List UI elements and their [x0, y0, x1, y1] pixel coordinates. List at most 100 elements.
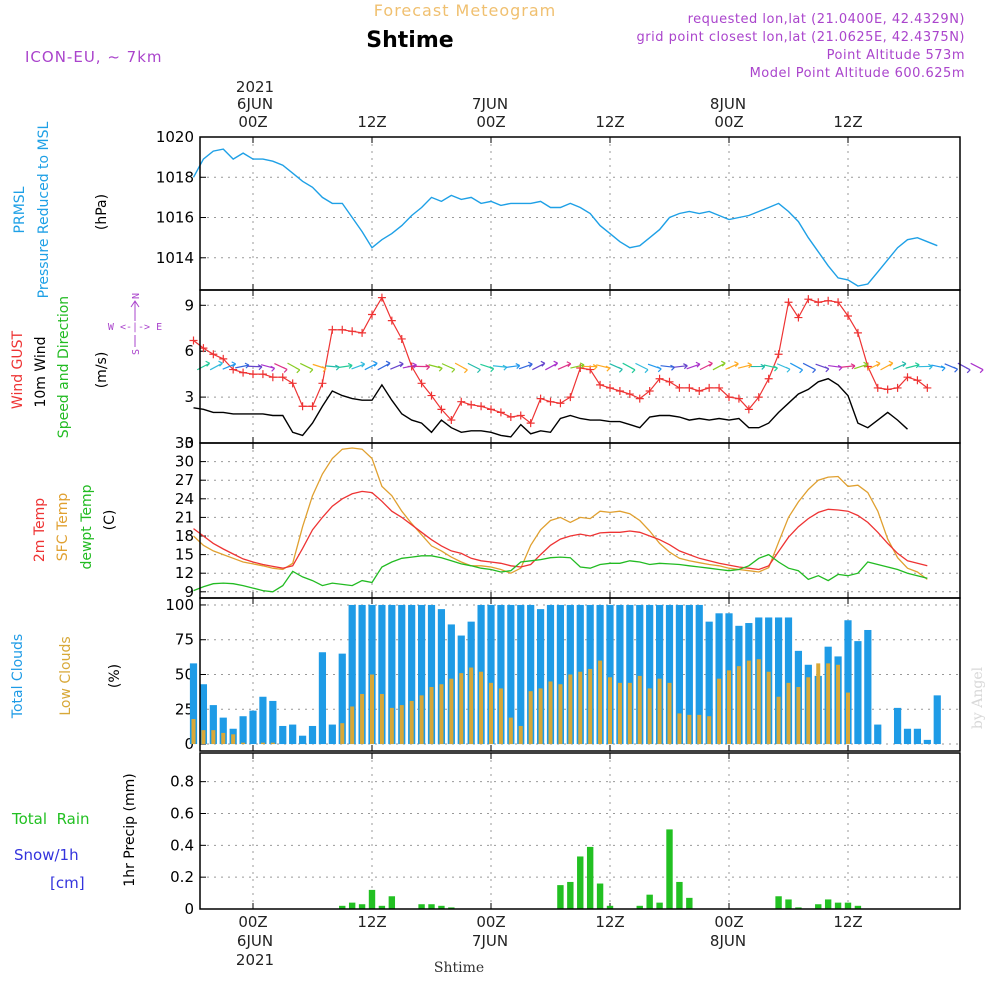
precip-bar [854, 905, 862, 909]
y-tick-label: 3 [184, 388, 194, 406]
total-cloud-bar [854, 641, 862, 745]
total-cloud-bar [358, 604, 366, 745]
model-label: ICON-EU, ~ 7km [25, 48, 163, 66]
wind-vector [867, 360, 881, 371]
low-cloud-bar [528, 691, 533, 745]
wind-vector [441, 363, 456, 373]
total-cloud-bar [497, 604, 505, 745]
low-cloud-bar [796, 687, 801, 745]
compass-n-label: N [131, 293, 142, 299]
y-tick-label: 33 [175, 434, 194, 452]
wind-vector [351, 361, 366, 370]
gust-marker [853, 328, 862, 337]
low-cloud-bar [449, 678, 454, 745]
temp-unit: (C) [102, 510, 118, 531]
precip-bar [378, 905, 386, 909]
total-cloud-bar [259, 696, 267, 745]
precip-bar [606, 905, 614, 909]
low-cloud-bar [260, 742, 265, 745]
total-cloud-bar [903, 728, 912, 745]
gust-marker [189, 336, 198, 345]
wind-vector [377, 360, 391, 371]
precip-bar [348, 902, 356, 909]
compass-we-label: W <-|-> E [108, 322, 162, 333]
date-label: 7JUN [472, 95, 508, 113]
gust-marker [705, 383, 714, 392]
low-cloud-bar [548, 681, 553, 745]
prmsl-unit: (hPa) [94, 194, 110, 230]
wind-vector [892, 361, 907, 370]
wind-vector [725, 361, 739, 370]
low-cloud-bar [469, 667, 474, 745]
hour-label: 00Z [238, 913, 267, 931]
low-cloud-bar [707, 716, 712, 745]
low-cloud-bar [637, 675, 642, 745]
total-cloud-bar [289, 724, 297, 745]
gust-marker [368, 310, 376, 319]
low-cloud-bar [479, 671, 484, 745]
low-cloud-bar [836, 664, 841, 745]
date-label: 7JUN [472, 932, 508, 950]
grid-point-location: grid point closest lon,lat (21.0625E, 42… [637, 30, 965, 45]
low-cloud-bar [389, 707, 394, 745]
total-cloud-bar [844, 620, 852, 745]
y-tick-label: 1014 [156, 249, 194, 267]
wind-vector [840, 363, 856, 370]
hour-label: 12Z [357, 913, 386, 931]
low-cloud-bar [746, 660, 751, 745]
bottom-caption: Shtime [434, 960, 484, 976]
precip-bar [596, 883, 604, 909]
total-cloud-bar [338, 653, 346, 745]
wind-vector [789, 362, 804, 374]
low-clouds-label: Low Clouds [58, 636, 74, 715]
gust-marker [437, 405, 446, 414]
hour-label: 12Z [833, 913, 862, 931]
low-cloud-bar [270, 742, 275, 745]
total-cloud-bar [487, 604, 495, 745]
low-cloud-bar [459, 673, 464, 745]
y-tick-label: 27 [175, 471, 194, 489]
panel-frame [199, 597, 961, 752]
wind-vector [287, 362, 301, 374]
low-cloud-bar [370, 674, 374, 745]
year-label: 2021 [236, 951, 274, 969]
gust-marker [893, 383, 902, 392]
wind-vector [235, 362, 250, 369]
low-cloud-bar [608, 677, 612, 745]
precip-bar [448, 907, 455, 909]
gust-marker [447, 416, 456, 425]
total-cloud-bar [527, 604, 535, 745]
total-cloud-bar [665, 604, 674, 745]
wind-vector [415, 364, 430, 371]
gust-marker [526, 419, 535, 428]
y-tick-label: 18 [175, 527, 194, 545]
y-tick-label: 0 [184, 735, 194, 753]
gust-marker [754, 393, 763, 402]
total-cloud-bar [427, 604, 436, 745]
low-cloud-bar [667, 682, 672, 745]
dewpt-label: dewpt Temp [79, 484, 95, 569]
snow-unit: [cm] [50, 874, 85, 892]
total-cloud-bar [279, 725, 287, 745]
gust-marker [258, 370, 267, 379]
low-cloud-bar [756, 659, 761, 745]
y-tick-label: 0 [184, 900, 194, 918]
gust-marker [784, 298, 793, 307]
low-cloud-bar [617, 682, 622, 745]
low-cloud-bar [429, 687, 434, 745]
gust-marker [566, 393, 575, 402]
wind-vector [570, 362, 585, 369]
low-cloud-bar [627, 682, 632, 745]
y-tick-label: 1018 [156, 168, 194, 186]
low-cloud-bar [409, 700, 414, 745]
precip-bar [339, 905, 346, 909]
total-cloud-bar [398, 604, 406, 745]
low-cloud-bar [211, 730, 216, 745]
low-cloud-bar [399, 705, 404, 745]
gust-marker [774, 350, 783, 359]
hour-label: 00Z [476, 113, 505, 131]
hour-label: 12Z [595, 113, 624, 131]
wind-vector [880, 360, 894, 371]
precip-bar [686, 897, 693, 909]
